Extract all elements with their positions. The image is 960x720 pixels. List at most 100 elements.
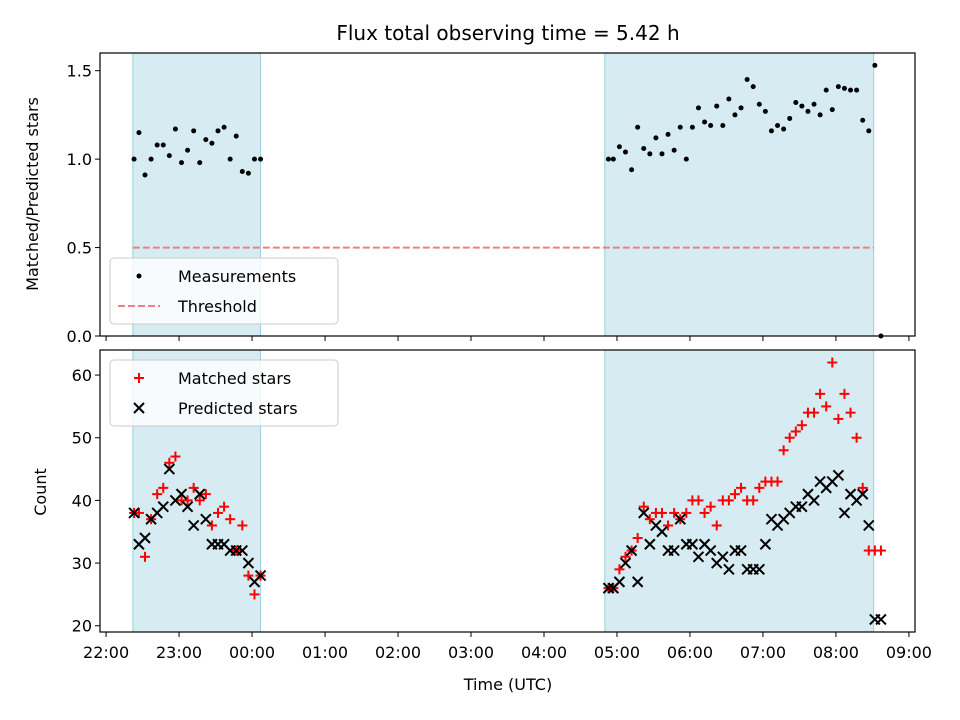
measurement-point	[665, 131, 671, 137]
x-tick-label: 02:00	[375, 643, 421, 662]
predicted-star-point	[753, 563, 766, 576]
measurement-point	[854, 87, 860, 93]
measurement-point	[136, 130, 142, 136]
predicted-star-point	[613, 576, 626, 588]
predicted-star-point	[656, 526, 668, 538]
matched-star-point	[754, 482, 765, 493]
top-x-ticks	[105, 336, 910, 341]
measurement-point	[860, 117, 866, 123]
measurement-point	[671, 147, 677, 153]
matched-star-point	[784, 432, 795, 443]
matched-star-point	[772, 476, 783, 487]
predicted-star-point	[808, 494, 820, 507]
matched-star-point	[693, 495, 704, 506]
predicted-star-point	[686, 538, 699, 550]
matched-star-point	[158, 482, 169, 493]
measurement-point	[708, 123, 714, 129]
predicted-star-point	[875, 613, 887, 626]
bottom-panel: 20 30 40 50 60 22:00 23:00 00:00 01:00 02:00 03:0…	[31, 349, 932, 694]
matched-star-point	[681, 507, 692, 518]
measurement-point	[251, 156, 257, 162]
x-tick-label: 22:00	[83, 643, 129, 662]
measurement-point	[166, 153, 172, 159]
matched-star-point	[188, 482, 199, 493]
top-y-tick-label: 1.0	[67, 150, 92, 169]
measurement-point	[714, 103, 720, 109]
predicted-star-point	[187, 519, 200, 532]
matched-star-point	[729, 489, 740, 500]
predicted-star-point	[638, 507, 650, 519]
bottom-y-tick-label: 30	[72, 554, 92, 573]
predicted-star-point	[668, 544, 680, 557]
measurement-point	[616, 144, 622, 150]
matched-star-point	[614, 564, 625, 575]
x-tick-label: 08:00	[813, 643, 859, 662]
matched-star-point	[249, 589, 260, 600]
predicted-star-point	[759, 538, 772, 550]
matched-star-point	[875, 545, 886, 556]
predicted-star-point	[157, 500, 169, 513]
bottom-y-tick-label: 60	[72, 366, 92, 385]
matched-star-point	[845, 407, 856, 418]
measurement-point	[732, 112, 738, 118]
legend-threshold: Threshold	[177, 297, 257, 316]
matched-star-point	[663, 520, 674, 531]
matched-star-point	[164, 457, 175, 468]
predicted-stars-points	[128, 463, 887, 626]
matched-star-point	[212, 507, 223, 518]
measurement-point	[148, 156, 154, 162]
measurement-point	[245, 170, 251, 176]
matched-star-point	[821, 401, 832, 412]
predicted-star-point	[236, 544, 249, 557]
bottom-legend: Matched stars Predicted stars	[109, 359, 339, 427]
measurement-point	[154, 142, 160, 148]
matched-star-point	[237, 520, 248, 531]
measurement-point	[835, 84, 841, 90]
measurement-point	[702, 119, 708, 125]
measurement-point	[683, 156, 689, 162]
predicted-star-point	[644, 538, 656, 550]
matched-star-point	[194, 495, 205, 506]
measurement-point	[647, 151, 653, 157]
matched-star-point	[839, 388, 850, 399]
matched-star-point	[620, 551, 631, 562]
predicted-star-point	[194, 488, 206, 500]
top-panel: 0.0 0.5 1.0 1.5 Matched/Predicted stars Mea…	[23, 52, 916, 346]
legend-predicted-stars: Predicted stars	[178, 399, 298, 418]
measurement-point	[179, 160, 184, 166]
predicted-star-point	[175, 488, 188, 500]
measurement-point	[239, 169, 245, 175]
x-tick-label: 09:00	[886, 643, 932, 662]
measurement-point	[817, 112, 823, 118]
predicted-star-point	[163, 463, 176, 475]
bottom-y-tick-label: 50	[72, 429, 92, 448]
measurement-point	[605, 156, 611, 162]
measurement-point	[659, 151, 665, 157]
predicted-star-point	[704, 544, 717, 557]
bottom-x-ticks: 22:00 23:00 00:00 01:00 02:00 03:00 04:00 05:00…	[83, 632, 932, 662]
measurement-point	[629, 167, 635, 173]
top-shaded-regions	[132, 52, 875, 337]
matched-star-point	[225, 514, 236, 525]
observing-window-2	[604, 52, 875, 337]
measurement-point	[689, 124, 695, 130]
predicted-star-point	[832, 469, 845, 482]
top-axes-frame	[99, 52, 916, 337]
predicted-star-point	[838, 507, 851, 519]
measurement-point	[142, 172, 148, 178]
matched-star-point	[243, 570, 254, 581]
measurement-point	[781, 126, 787, 132]
measurement-point	[720, 123, 726, 129]
matched-star-point	[778, 445, 789, 456]
measurement-point	[829, 107, 835, 113]
top-legend: Measurements Threshold	[109, 257, 339, 325]
measurement-point	[227, 156, 233, 162]
top-y-tick-label: 0.0	[67, 327, 92, 346]
bottom-legend-box	[109, 359, 339, 427]
measurement-point	[811, 101, 817, 107]
matched-star-point	[699, 507, 710, 518]
measurement-point	[677, 124, 683, 130]
predicted-star-point	[717, 551, 729, 563]
x-tick-label: 05:00	[594, 643, 640, 662]
measurement-point	[131, 156, 137, 162]
